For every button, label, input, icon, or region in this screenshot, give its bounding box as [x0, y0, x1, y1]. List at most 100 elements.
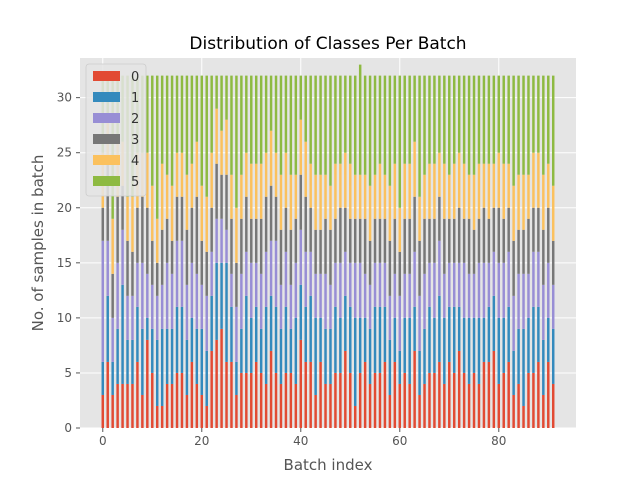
- bar-segment-class-3: [477, 218, 481, 263]
- bar-segment-class-0: [160, 405, 164, 428]
- bar-segment-class-1: [373, 306, 377, 373]
- bar-segment-class-2: [254, 262, 258, 307]
- bar-segment-class-2: [398, 295, 402, 351]
- bar-segment-class-0: [388, 394, 392, 428]
- bar-segment-class-3: [522, 229, 525, 274]
- bar-segment-class-5: [383, 75, 387, 175]
- x-tick-label: 60: [392, 434, 407, 448]
- bar-segment-class-3: [383, 218, 387, 263]
- bar-segment-class-3: [146, 207, 149, 274]
- bar-segment-class-2: [363, 273, 367, 318]
- bar-segment-class-5: [185, 75, 189, 175]
- bar-segment-class-0: [403, 372, 406, 428]
- bar-segment-class-3: [542, 229, 545, 285]
- bar-segment-class-1: [527, 317, 530, 373]
- bar-segment-class-2: [403, 273, 406, 318]
- bar-segment-class-1: [551, 328, 555, 384]
- bar-segment-class-4: [532, 152, 535, 208]
- bar-segment-class-5: [279, 75, 283, 175]
- bar-segment-class-0: [502, 372, 505, 428]
- bar-segment-class-1: [482, 317, 486, 362]
- bar-segment-class-3: [319, 229, 322, 274]
- bar-segment-class-5: [349, 75, 352, 164]
- bar-segment-class-0: [200, 394, 204, 428]
- bar-segment-class-3: [274, 196, 278, 241]
- bar-segment-class-0: [170, 383, 174, 428]
- bar-segment-class-2: [378, 262, 382, 307]
- bar-segment-class-4: [368, 185, 372, 241]
- bar-segment-class-4: [339, 163, 342, 208]
- bar-segment-class-0: [240, 372, 243, 428]
- bar-segment-class-1: [388, 339, 392, 395]
- bar-segment-class-1: [537, 306, 540, 362]
- bar-segment-class-4: [522, 174, 525, 230]
- x-tick-label: 0: [99, 434, 107, 448]
- bar-segment-class-1: [438, 295, 441, 362]
- bar-segment-class-0: [423, 383, 426, 428]
- bar-segment-class-3: [294, 218, 298, 263]
- bar-segment-class-1: [353, 317, 357, 406]
- bar-segment-class-5: [319, 75, 322, 175]
- bar-segment-class-5: [200, 75, 204, 186]
- bar-segment-class-0: [438, 361, 441, 428]
- bar-segment-class-2: [373, 262, 377, 307]
- legend: 0 1 2 3 4 5: [85, 63, 147, 197]
- bar-segment-class-0: [220, 328, 223, 428]
- bar-segment-class-5: [245, 75, 248, 153]
- bar-segment-class-1: [452, 306, 456, 373]
- bar-segment-class-0: [111, 394, 114, 428]
- bar-segment-class-3: [418, 240, 421, 296]
- bar-segment-class-3: [284, 207, 288, 252]
- bar-segment-class-3: [448, 218, 451, 263]
- bar-segment-class-3: [334, 218, 337, 263]
- bar-segment-class-0: [349, 372, 352, 428]
- bar-segment-class-3: [398, 251, 402, 296]
- bar-segment-class-2: [121, 229, 124, 285]
- bar-segment-class-0: [418, 394, 421, 428]
- bar-segment-class-1: [457, 306, 461, 351]
- legend-swatch-class-2: [93, 113, 120, 123]
- bar-segment-class-0: [146, 339, 149, 428]
- bar-segment-class-3: [482, 207, 486, 263]
- bar-segment-class-0: [136, 361, 139, 428]
- bar-segment-class-0: [363, 361, 367, 428]
- bar-segment-class-2: [492, 251, 496, 296]
- bar-segment-class-0: [378, 372, 382, 428]
- bar-segment-class-2: [274, 240, 278, 307]
- bar-segment-class-5: [433, 75, 436, 164]
- bar-segment-class-1: [205, 350, 208, 406]
- bar-segment-class-2: [141, 262, 144, 329]
- bar-segment-class-3: [551, 240, 555, 285]
- bar-segment-class-2: [547, 262, 550, 318]
- bar-segment-class-1: [126, 339, 129, 384]
- bar-segment-class-2: [205, 295, 208, 351]
- bar-segment-class-4: [477, 163, 481, 219]
- bar-segment-class-5: [240, 75, 243, 175]
- bar-segment-class-2: [344, 251, 347, 296]
- bar-segment-class-0: [314, 394, 317, 428]
- bar-segment-class-0: [329, 383, 332, 428]
- bar-segment-class-3: [487, 218, 491, 263]
- bar-segment-class-4: [492, 163, 496, 208]
- bar-segment-class-0: [294, 383, 298, 428]
- bar-segment-class-0: [155, 405, 159, 428]
- bar-segment-class-2: [304, 251, 307, 307]
- bar-segment-class-4: [378, 163, 382, 219]
- bar-segment-class-4: [294, 174, 298, 219]
- bar-segment-class-5: [344, 75, 347, 153]
- bar-segment-class-1: [235, 361, 238, 395]
- bar-segment-class-0: [452, 372, 456, 428]
- y-tick-label: 10: [57, 311, 72, 325]
- bar-segment-class-3: [116, 196, 119, 263]
- bar-segment-class-5: [215, 75, 218, 109]
- bar-segment-class-5: [339, 75, 342, 164]
- bar-segment-class-4: [353, 174, 357, 219]
- bar-segment-class-3: [225, 174, 228, 230]
- bar-segment-class-1: [477, 317, 481, 384]
- bar-segment-class-1: [299, 284, 303, 340]
- bar-segment-class-4: [319, 174, 322, 230]
- bar-segment-class-3: [121, 185, 124, 230]
- bar-segment-class-2: [245, 251, 248, 296]
- bar-segment-class-2: [507, 251, 510, 307]
